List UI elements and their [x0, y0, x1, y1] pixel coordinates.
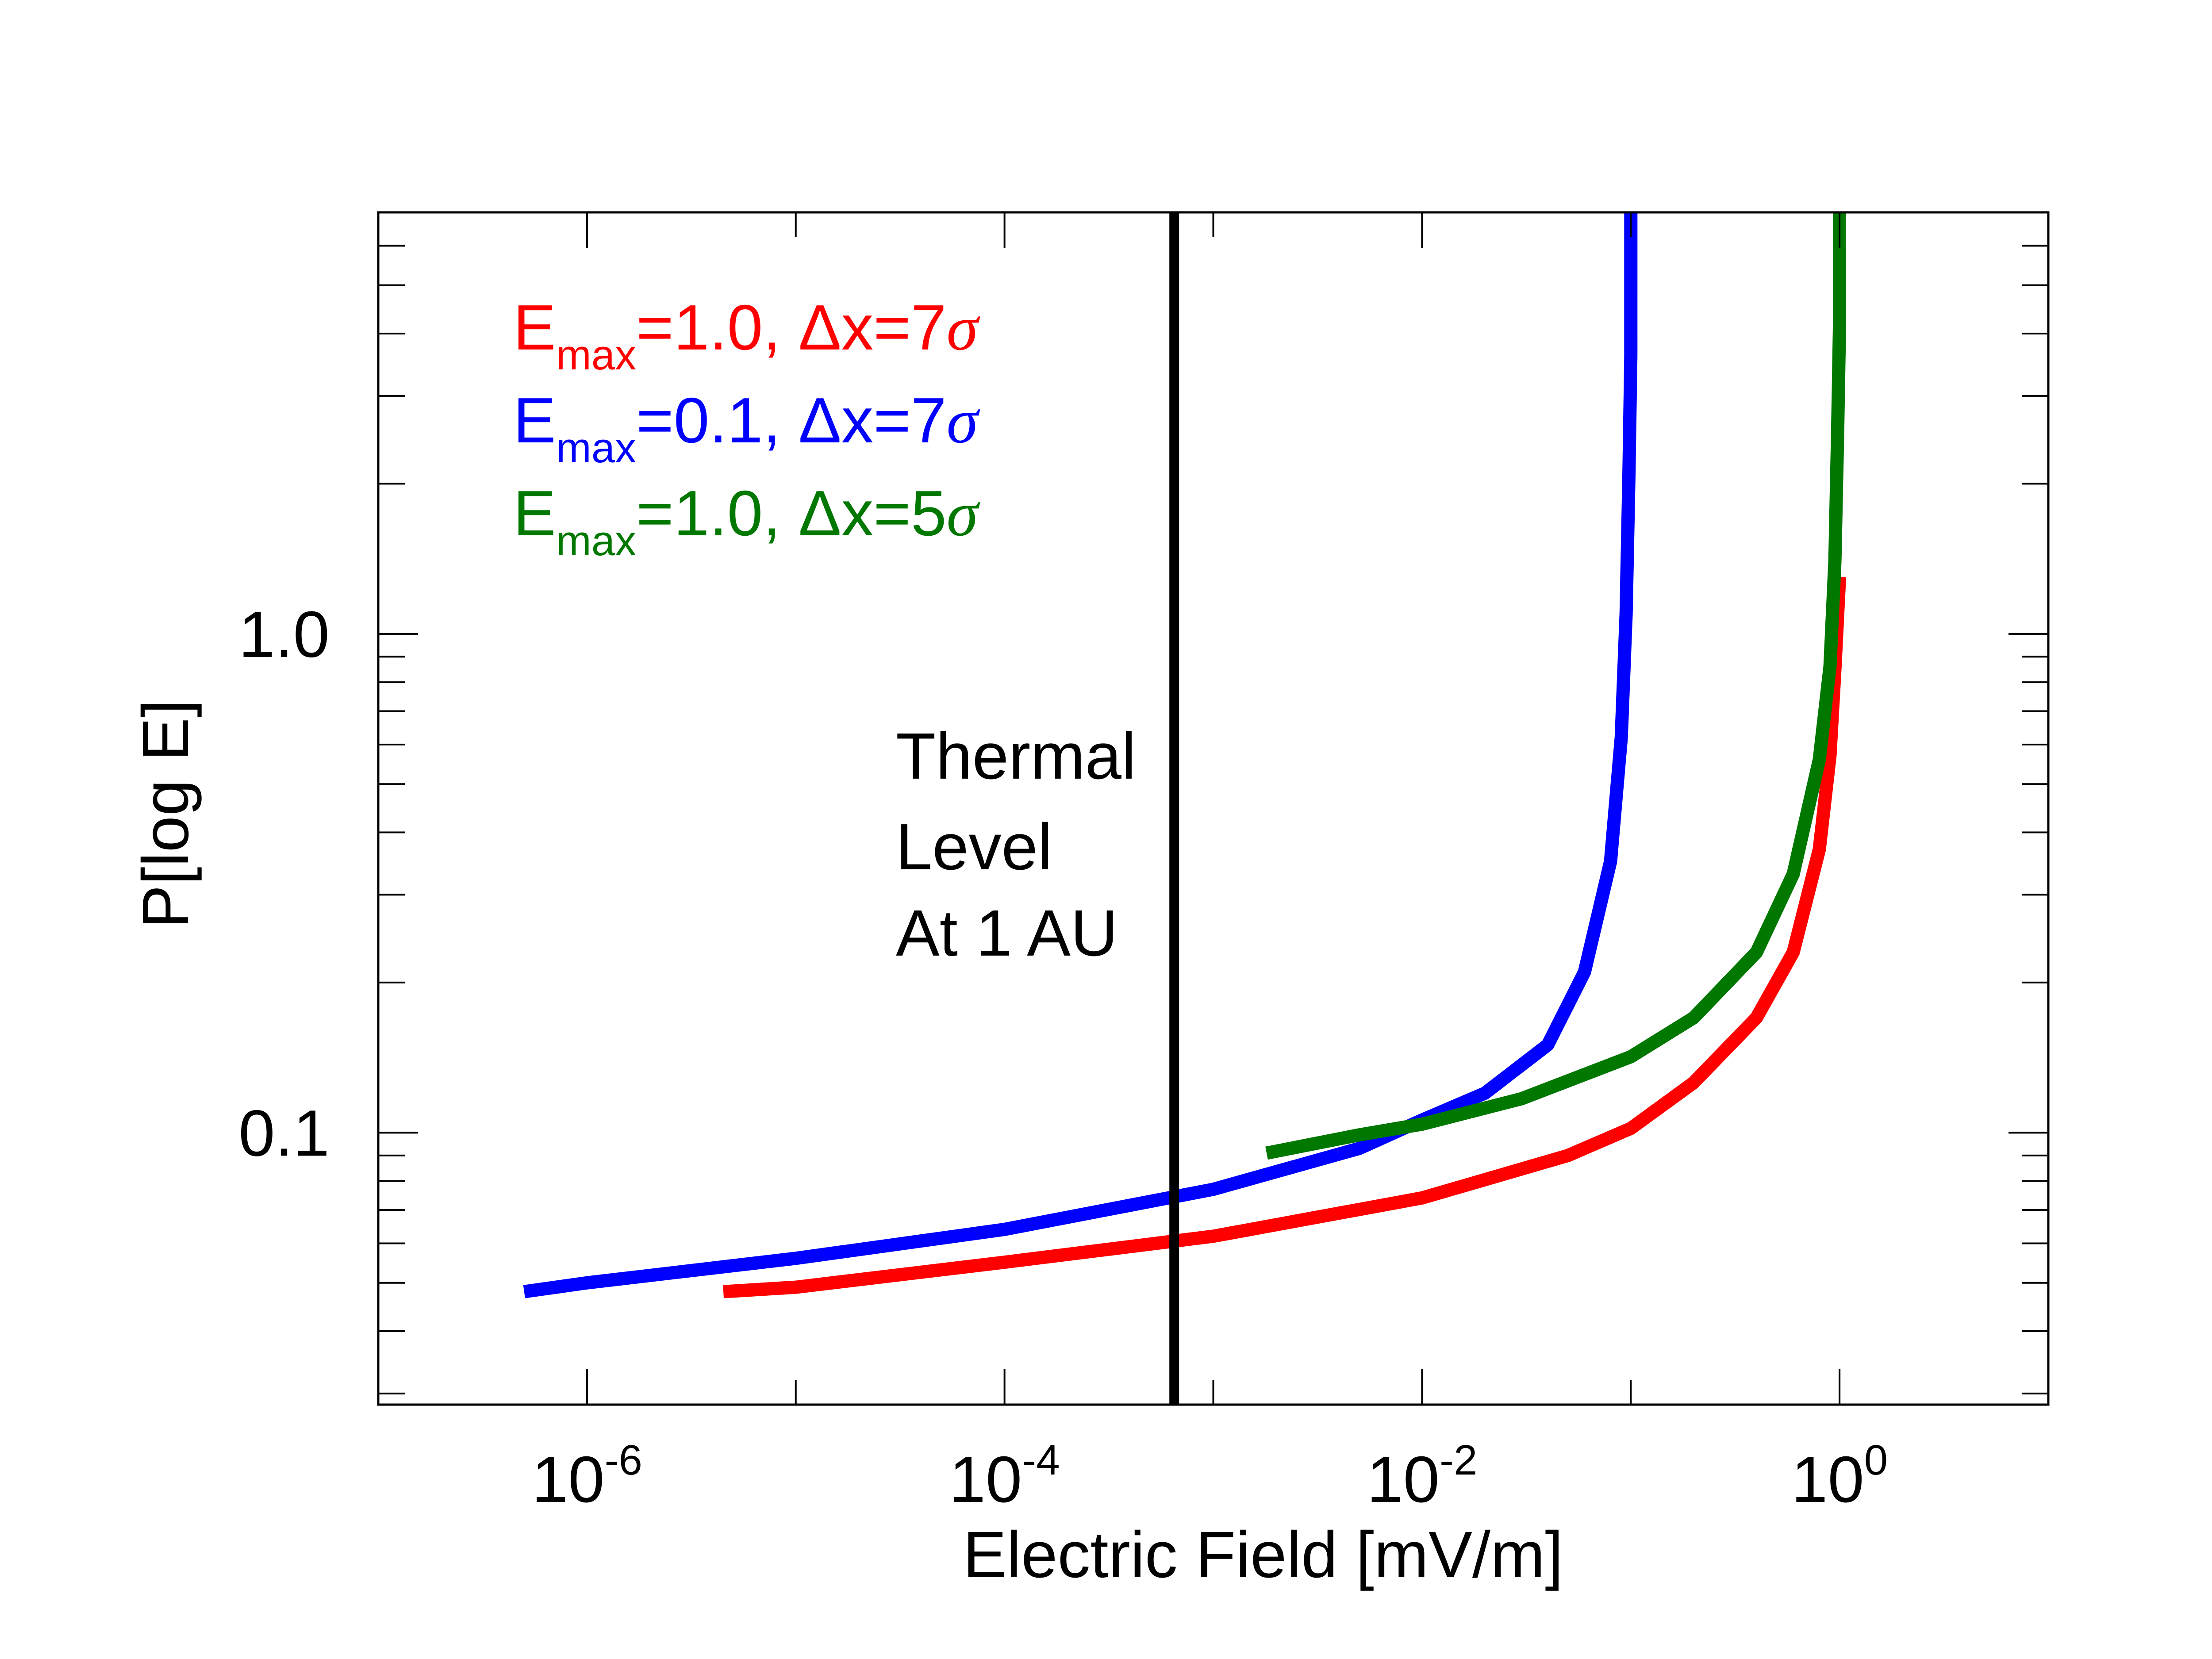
- x-tick-label-exponent: -2: [1440, 1436, 1477, 1484]
- y-axis-title: P[log E]: [129, 699, 202, 929]
- x-tick-label-base: 10: [1367, 1443, 1440, 1516]
- legend-entry-1: Emax=1.0, Δx=7σ: [513, 292, 981, 379]
- minor-ticks: [378, 211, 2048, 1394]
- legend-entry-3: Emax=1.0, Δx=5σ: [513, 477, 981, 565]
- x-tick-label-base: 10: [949, 1443, 1022, 1516]
- x-tick-labels: 10-6 10-4 10-2 100: [532, 1436, 1888, 1516]
- y-tick-labels: 0.1 1.0: [238, 598, 330, 1170]
- series-line-1: [723, 576, 1847, 1298]
- x-tick-label-exponent: -4: [1022, 1436, 1060, 1484]
- thermal-level-annotation: Thermal Level At 1 AU: [896, 720, 1136, 970]
- legend: Emax=1.0, Δx=7σ Emax=0.1, Δx=7σ Emax=1.0…: [513, 292, 981, 565]
- x-tick-label-exponent: 0: [1864, 1436, 1888, 1484]
- x-axis-title: Electric Field [mV/m]: [963, 1518, 1563, 1591]
- series-line-2: [523, 212, 1638, 1298]
- major-ticks: [377, 212, 2049, 1405]
- y-tick-label: 1.0: [238, 598, 330, 671]
- y-tick-label: 0.1: [238, 1097, 330, 1170]
- x-tick-label: 10-4: [949, 1436, 1060, 1516]
- series-line-3: [1265, 212, 1847, 1160]
- x-tick-label: 100: [1791, 1436, 1888, 1516]
- x-tick-label-base: 10: [532, 1443, 605, 1516]
- annotation-line-1: Thermal: [896, 720, 1136, 793]
- x-tick-label-exponent: -6: [605, 1436, 642, 1484]
- x-tick-label-base: 10: [1791, 1443, 1864, 1516]
- series-layer: [523, 212, 1847, 1298]
- legend-entry-2: Emax=0.1, Δx=7σ: [513, 384, 981, 472]
- annotation-line-3: At 1 AU: [896, 897, 1118, 970]
- x-tick-label: 10-2: [1367, 1436, 1477, 1516]
- x-tick-label: 10-6: [532, 1436, 642, 1516]
- annotation-line-2: Level: [896, 810, 1052, 883]
